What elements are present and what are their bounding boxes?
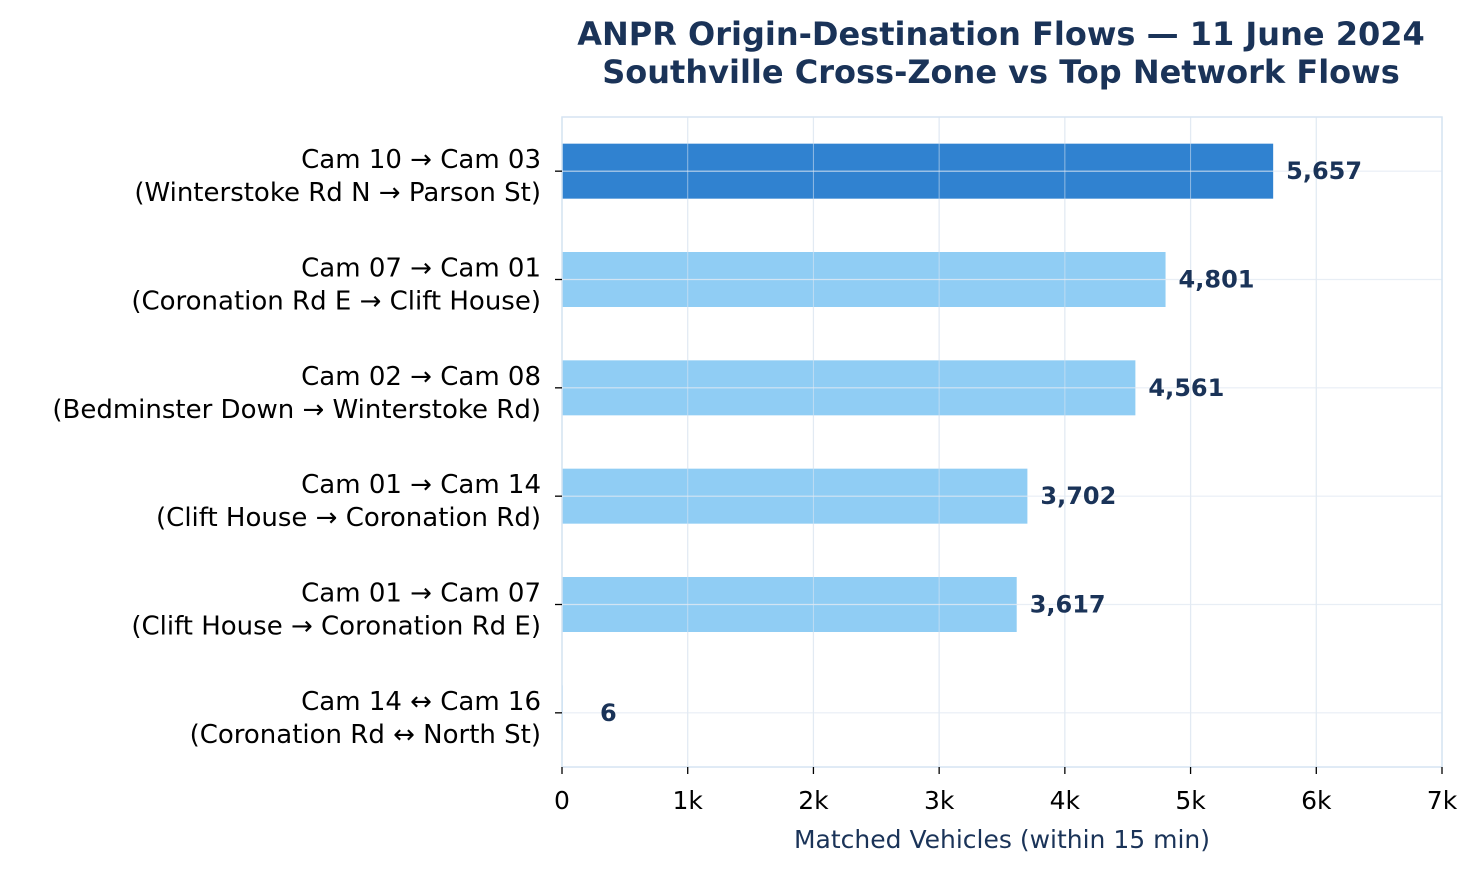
bar-value-label: 4,801 <box>1179 266 1255 294</box>
bars: 5,657 4,801 4,561 3,702 3,617 6 <box>561 117 1443 767</box>
y-tick-label-line-2: (Clift House → Coronation Rd E) <box>131 612 541 642</box>
bar-value-label: 3,702 <box>1040 482 1116 510</box>
y-tick-label-line-2: (Coronation Rd ↔ North St) <box>190 720 541 750</box>
y-tick-label-line-2: (Coronation Rd E → Clift House) <box>131 287 541 317</box>
x-tick-label: 1k <box>673 786 704 815</box>
bar-value-label: 4,561 <box>1148 374 1224 402</box>
x-tick-label: 3k <box>924 786 955 815</box>
chart-title-line-2: Southville Cross-Zone vs Top Network Flo… <box>602 53 1400 91</box>
bar-value-label: 6 <box>600 699 617 727</box>
y-tick-label-line-1: Cam 14 ↔ Cam 16 <box>301 687 541 717</box>
bar-value-label: 3,617 <box>1030 591 1106 619</box>
plot-frame <box>561 116 1443 768</box>
x-tick-label: 4k <box>1050 786 1081 815</box>
x-tick-label: 2k <box>798 786 829 815</box>
y-tick-label-line-2: (Clift House → Coronation Rd) <box>156 503 541 533</box>
y-tick-label-line-1: Cam 10 → Cam 03 <box>301 145 541 175</box>
y-tick-label-line-1: Cam 07 → Cam 01 <box>301 254 541 284</box>
y-tick-label-line-2: (Winterstoke Rd N → Parson St) <box>134 178 541 208</box>
x-axis-label: Matched Vehicles (within 15 min) <box>794 825 1210 854</box>
y-tick-label-line-1: Cam 02 → Cam 08 <box>301 362 541 392</box>
x-axis-ticks: 0 1k 2k 3k 4k 5k 6k 7k <box>554 767 1458 815</box>
x-tick-label: 6k <box>1301 786 1332 815</box>
y-axis-ticks: Cam 10 → Cam 03(Winterstoke Rd N → Parso… <box>52 145 562 750</box>
grid-lines <box>561 117 1443 767</box>
y-tick-label-line-1: Cam 01 → Cam 14 <box>301 470 541 500</box>
y-tick-label-line-2: (Bedminster Down → Winterstoke Rd) <box>52 395 541 425</box>
y-tick-label-line-1: Cam 01 → Cam 07 <box>301 579 541 609</box>
x-tick-label: 0 <box>554 786 570 815</box>
bar-value-label: 5,657 <box>1286 157 1362 185</box>
x-tick-label: 7k <box>1427 786 1458 815</box>
chart-title-line-1: ANPR Origin-Destination Flows — 11 June … <box>577 15 1425 53</box>
x-tick-label: 5k <box>1175 786 1206 815</box>
